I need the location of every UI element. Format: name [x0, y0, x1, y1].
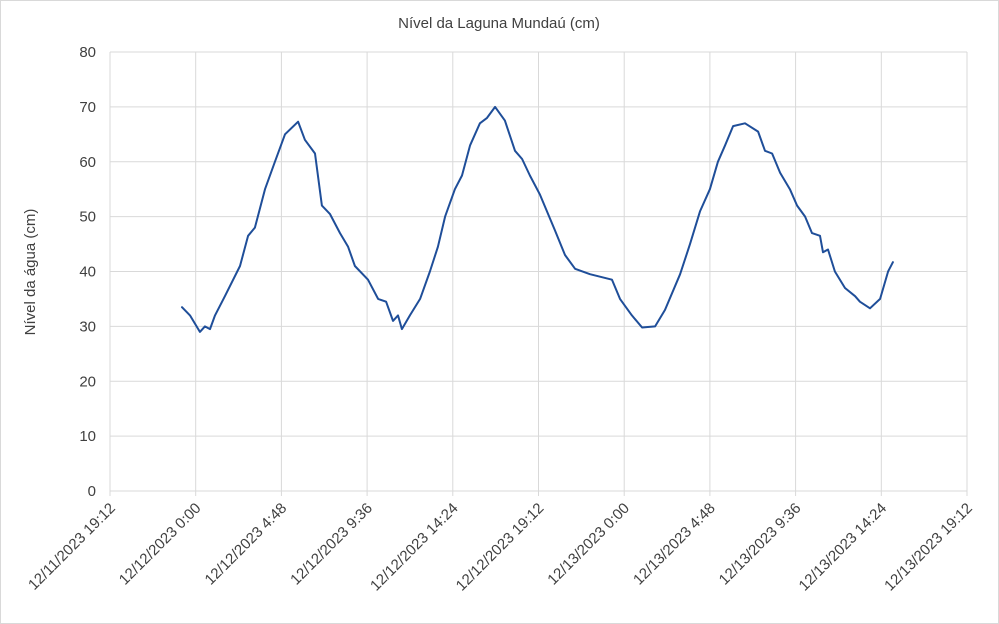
y-axis-title: Nível da água (cm): [22, 209, 39, 336]
y-tick-label: 80: [79, 44, 96, 61]
y-tick-label: 20: [79, 373, 96, 390]
y-tick-label: 10: [79, 428, 96, 445]
y-tick-label: 0: [88, 483, 96, 500]
y-tick-label: 30: [79, 318, 96, 335]
chart-title: Nível da Laguna Mundaú (cm): [398, 15, 600, 32]
y-tick-label: 40: [79, 264, 96, 281]
y-tick-label: 70: [79, 99, 96, 116]
y-tick-label: 50: [79, 209, 96, 226]
y-tick-label: 60: [79, 154, 96, 171]
data-line: [181, 105, 894, 333]
